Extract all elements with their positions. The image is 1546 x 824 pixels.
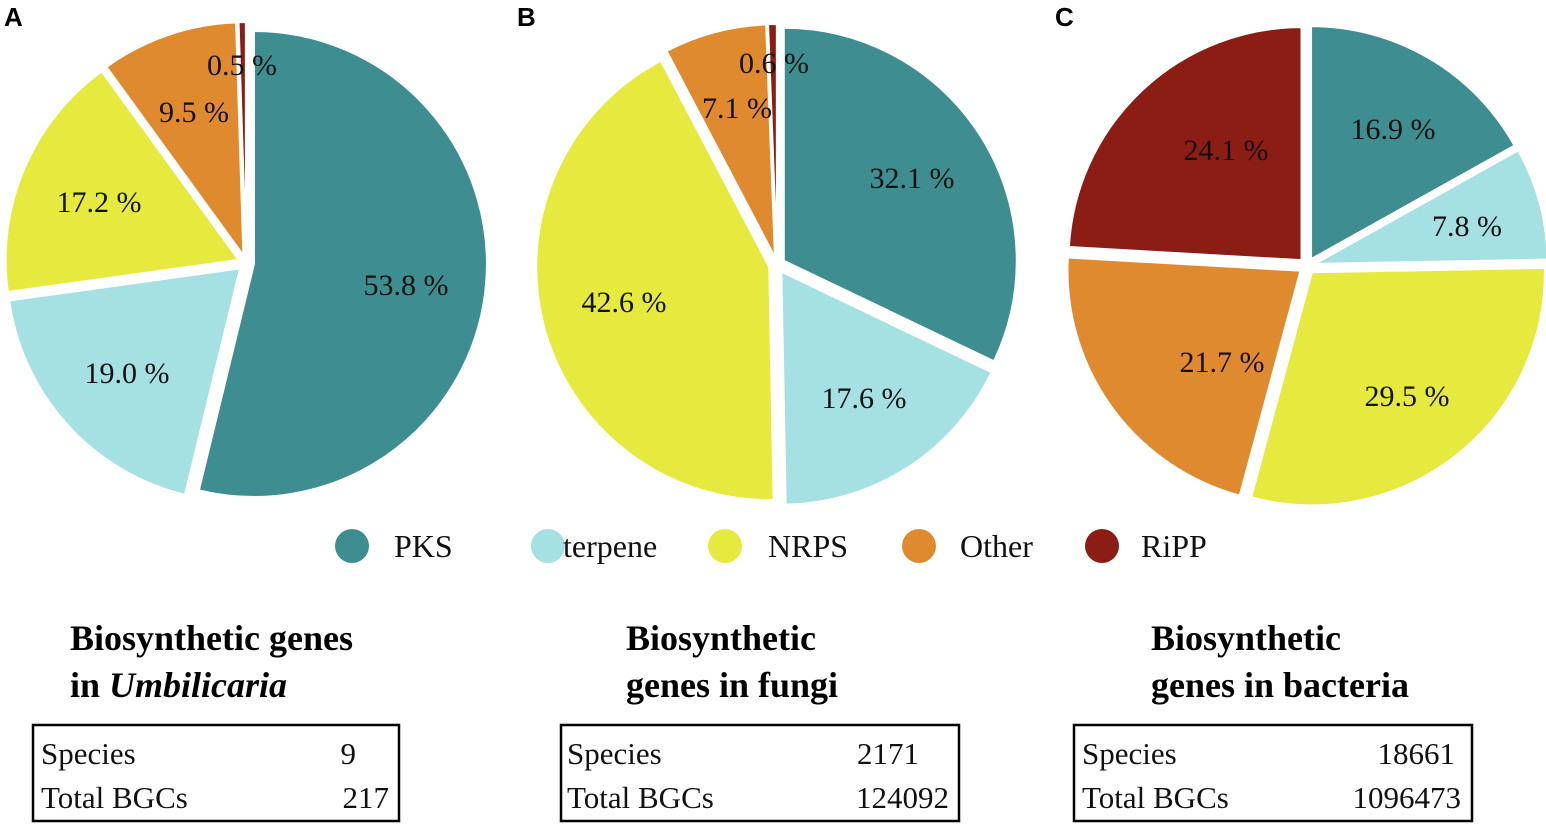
stats-total-label: Total BGCs [1082,780,1229,815]
pie-label-other: 9.5 % [159,96,229,129]
pie-slice-ripp [1067,26,1303,262]
pie-label-pks: 53.8 % [364,269,449,302]
pie-chart-fungi: 32.1 % 17.6 % 42.6 % 7.1 % 0.6 % [535,23,1018,506]
stats-species-value: 2171 [857,736,919,771]
stats-total-value: 1096473 [1353,780,1462,815]
pie-slice-nrps [4,69,241,294]
title-line-1: Biosynthetic [1151,618,1341,658]
title-fungi: Biosynthetic genes in fungi [626,618,838,705]
stats-species-value: 9 [341,736,357,771]
legend-swatch-terpene [531,529,565,563]
title-line-2: in Umbilicaria [70,665,287,705]
pie-label-pks: 32.1 % [870,162,955,195]
title-line-2: genes in bacteria [1151,665,1409,705]
pie-label-terpene: 17.6 % [822,382,907,415]
panel-letter-b: B [517,2,536,32]
stats-box-border [559,723,961,823]
panel-letter-a: A [4,2,23,32]
stats-species-value: 18661 [1378,736,1456,771]
pie-label-other: 7.1 % [702,92,772,125]
pie-slice-other [665,23,776,258]
pie-slice-nrps [535,59,775,501]
pie-slice-other [1066,256,1302,497]
stats-box-border [31,723,401,823]
pie-label-nrps: 42.6 % [582,286,667,319]
pie-label-nrps: 17.2 % [57,186,142,219]
pie-label-other: 21.7 % [1180,346,1265,379]
legend-label-pks: PKS [394,528,453,564]
title-umbilicaria: Biosynthetic genes in Umbilicaria [70,618,353,705]
title-line-1: Biosynthetic [626,618,816,658]
pie-slice-pks [197,29,488,498]
pie-label-terpene: 7.8 % [1432,210,1502,243]
stats-total-label: Total BGCs [567,780,714,815]
stats-total-label: Total BGCs [41,780,188,815]
pie-slice-ripp [767,23,778,258]
legend-swatch-pks [335,529,369,563]
stats-box-fungi: Species 2171 Total BGCs 124092 [559,723,961,823]
title-bacteria: Biosynthetic genes in bacteria [1151,618,1409,705]
stats-species-label: Species [41,736,136,771]
pie-slice-pks [1310,25,1516,261]
legend-label-ripp: RiPP [1141,528,1207,564]
stats-species-label: Species [567,736,662,771]
pie-label-pks: 16.9 % [1351,113,1436,146]
pie-label-ripp: 24.1 % [1184,134,1269,167]
legend-label-other: Other [960,528,1033,564]
legend-label-nrps: NRPS [768,528,848,564]
pie-chart-bacteria: 16.9 % 7.8 % 29.5 % 21.7 % 24.1 % [1066,25,1546,507]
legend-swatch-other [902,529,936,563]
legend-label-terpene: terpene [563,528,657,564]
pie-slice-nrps [1249,266,1546,507]
stats-species-label: Species [1082,736,1177,771]
stats-box-umbilicaria: Species 9 Total BGCs 217 [31,723,401,823]
pie-slice-other [105,21,245,259]
title-line-2-italic: Umbilicaria [109,665,287,705]
stats-box-bacteria: Species 18661 Total BGCs 1096473 [1072,723,1474,823]
stats-total-value: 217 [343,780,390,815]
title-line-2: genes in fungi [626,665,838,705]
pie-chart-umbilicaria: 53.8 % 19.0 % 17.2 % 9.5 % 0.5 % [4,21,488,498]
stats-total-value: 124092 [856,780,949,815]
title-line-1: Biosynthetic genes [70,618,353,658]
pie-label-terpene: 19.0 % [85,357,170,390]
pie-slice-terpene [1314,149,1546,265]
pie-slice-pks [782,26,1018,363]
pie-slice-terpene [8,267,242,496]
pie-label-nrps: 29.5 % [1365,380,1450,413]
pie-slice-terpene [780,270,993,506]
panel-letter-c: C [1055,2,1074,32]
pie-label-ripp: 0.5 % [207,49,277,82]
stats-box-border [1072,723,1474,823]
pie-label-ripp: 0.6 % [739,47,809,80]
legend: PKS terpene NRPS Other RiPP [335,528,1207,564]
legend-swatch-ripp [1085,529,1119,563]
title-line-2-prefix: in [70,665,109,705]
pie-slice-ripp [237,21,247,256]
legend-swatch-nrps [708,529,742,563]
